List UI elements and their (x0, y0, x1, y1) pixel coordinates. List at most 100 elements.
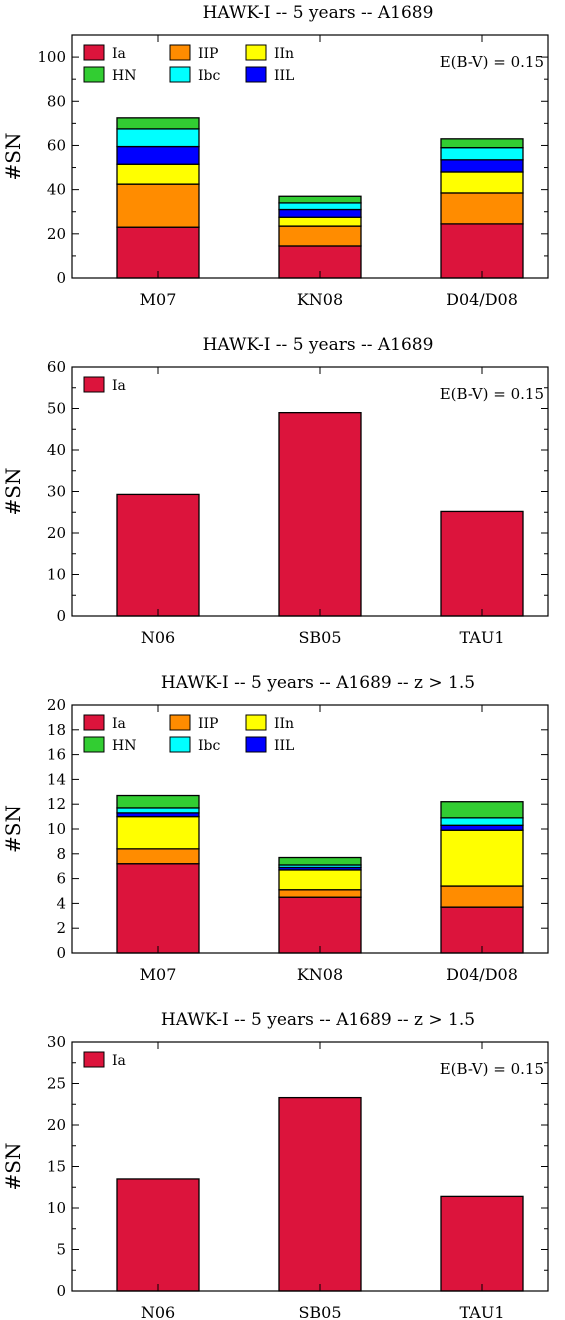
y-tick-label: 4 (56, 894, 66, 912)
bar-segment-ia-kn08 (278, 896, 362, 954)
annotation-ebv: E(B-V) = 0.15 (440, 53, 544, 71)
bar-segment-iip-m07 (116, 183, 200, 228)
bar-segment-hn-d04-d08 (440, 138, 524, 149)
x-tick-label: N06 (141, 1303, 175, 1320)
x-tick-label: KN08 (297, 290, 343, 309)
legend-label-hn: HN (112, 68, 136, 84)
y-tick-label: 20 (47, 1116, 66, 1134)
chart-title: HAWK-I -- 5 years -- A1689 -- z > 1.5 (161, 673, 475, 693)
bar-segment-ia-sb05 (278, 1096, 362, 1292)
y-tick-label: 30 (47, 483, 66, 501)
plot-frame (71, 34, 549, 279)
bar-segment-iil-d04-d08 (440, 159, 524, 173)
legend-swatch-iip (169, 44, 191, 61)
y-axis-label: #SN (1, 1143, 25, 1191)
bar-segment-hn-m07 (116, 794, 200, 809)
y-tick-label: 30 (47, 1033, 66, 1051)
legend-label-iip: IIP (198, 46, 218, 62)
chart-panel-4: HAWK-I -- 5 years -- A1689 -- z > 1.5 #SN… (1, 1010, 549, 1320)
bar-segment-ia-tau1 (440, 1195, 524, 1292)
y-tick-label: 25 (47, 1075, 66, 1093)
y-tick-label: 20 (47, 696, 66, 714)
chart-title: HAWK-I -- 5 years -- A1689 (203, 335, 434, 355)
legend-swatch-iin (245, 714, 267, 731)
legend-label-iip: IIP (198, 716, 218, 732)
bar-segment-iin-d04-d08 (440, 171, 524, 194)
legend-label-ia: Ia (112, 1053, 126, 1069)
legend: Ia IIP IIn HN Ibc IIL (83, 44, 294, 84)
bar-segment-ia-tau1 (440, 510, 524, 617)
y-tick-label: 80 (47, 92, 66, 110)
legend-label-hn: HN (112, 738, 136, 754)
bar-segment-ia-d04-d08 (440, 223, 524, 279)
legend-label-iil: IIL (274, 68, 294, 84)
legend-label-ia: Ia (112, 378, 126, 394)
bar-segment-iin-m07 (116, 815, 200, 850)
bar-segment-ia-sb05 (278, 411, 362, 617)
bar-segment-ia-n06 (116, 493, 200, 617)
legend: Ia IIP IIn HN Ibc IIL (83, 714, 294, 754)
y-tick-label: 20 (47, 524, 66, 542)
y-axis-label: #SN (1, 133, 25, 181)
annotation-ebv: E(B-V) = 0.15 (440, 385, 544, 403)
legend-swatch-iil (245, 736, 267, 753)
chart-panel-3: HAWK-I -- 5 years -- A1689 -- z > 1.5 #SN… (1, 673, 549, 984)
bar-segment-hn-kn08 (278, 856, 362, 866)
y-tick-label: 8 (56, 845, 66, 863)
x-tick-label: D04/D08 (446, 290, 518, 309)
y-tick-label: 5 (56, 1241, 66, 1259)
chart-panel-2: HAWK-I -- 5 years -- A1689 #SN 0 10 20 30 40 50… (1, 335, 549, 647)
legend-swatch-ibc (169, 736, 191, 753)
bars (116, 794, 524, 954)
legend-swatch-iip (169, 714, 191, 731)
y-axis-label: #SN (1, 805, 25, 853)
y-tick-label: 0 (56, 1282, 66, 1300)
bars (116, 1096, 524, 1292)
legend-label-iin: IIn (274, 716, 294, 732)
x-tick-label: N06 (141, 628, 175, 647)
bar-segment-hn-m07 (116, 117, 200, 130)
bar-segment-iip-kn08 (278, 225, 362, 247)
bar-segment-ia-d04-d08 (440, 906, 524, 954)
bar-segment-ibc-m07 (116, 128, 200, 148)
x-tick-label: M07 (140, 290, 177, 309)
legend-swatch-ibc (169, 66, 191, 83)
bar-segment-ibc-d04-d08 (440, 147, 524, 161)
bar-segment-iil-d04-d08 (440, 824, 524, 831)
chart-panel-1: HAWK-I -- 5 years -- A1689 #SN 0 20 40 60 80 10… (1, 3, 549, 309)
bar-segment-ia-m07 (116, 863, 200, 954)
bar-segment-ibc-d04-d08 (440, 817, 524, 826)
bar-segment-iil-kn08 (278, 208, 362, 218)
legend: Ia (83, 1051, 126, 1069)
legend-swatch-ia (83, 376, 105, 393)
chart-title: HAWK-I -- 5 years -- A1689 -- z > 1.5 (161, 1010, 475, 1030)
bar-segment-iip-d04-d08 (440, 885, 524, 908)
y-tick-label: 14 (47, 770, 66, 788)
y-axis-label: #SN (1, 468, 25, 516)
y-tick-label: 6 (56, 870, 66, 888)
y-tick-label: 40 (47, 441, 66, 459)
y-tick-label: 50 (47, 400, 66, 418)
bar-segment-ia-m07 (116, 226, 200, 279)
y-tick-label: 0 (56, 944, 66, 962)
x-tick-label: SB05 (298, 628, 341, 647)
legend: Ia (83, 376, 126, 394)
x-tick-label: KN08 (297, 965, 343, 984)
y-tick-label: 18 (47, 721, 66, 739)
x-tick-label: D04/D08 (446, 965, 518, 984)
bar-segment-iin-kn08 (278, 869, 362, 891)
y-tick-label: 16 (47, 746, 66, 764)
bars (116, 411, 524, 617)
y-tick-label: 10 (47, 566, 66, 584)
y-tick-label: 60 (47, 358, 66, 376)
legend-label-iil: IIL (274, 738, 294, 754)
x-tick-label: SB05 (298, 1303, 341, 1320)
y-tick-label: 0 (56, 269, 66, 287)
bar-segment-ibc-m07 (116, 807, 200, 814)
legend-label-ia: Ia (112, 716, 126, 732)
y-tick-label: 10 (47, 1199, 66, 1217)
bar-segment-iil-m07 (116, 145, 200, 165)
y-tick-label: 2 (56, 919, 66, 937)
y-tick-label: 15 (47, 1158, 66, 1176)
